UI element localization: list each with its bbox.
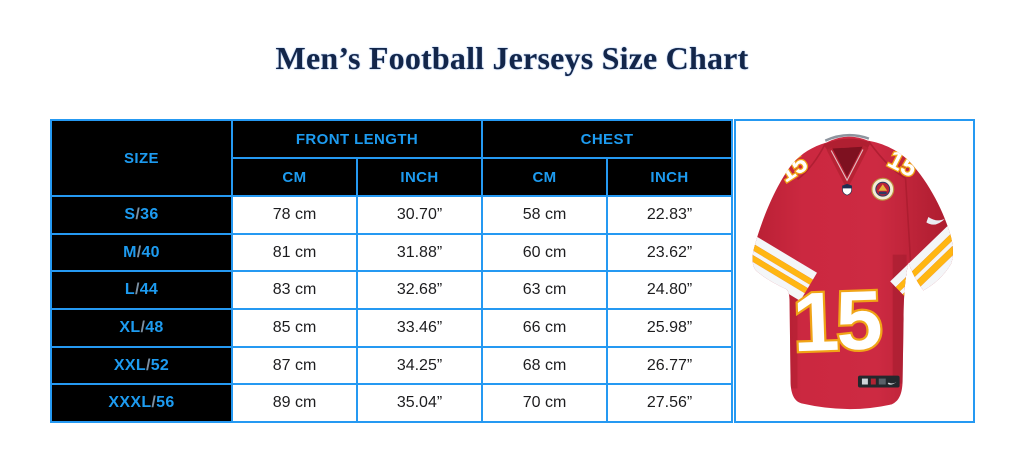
table-row: XXL/52 87 cm 34.25” 68 cm 26.77” (50, 345, 734, 386)
jersey-vneck-inner (829, 146, 865, 182)
chest-inch: 22.83” (606, 195, 734, 235)
table-row: XL/48 85 cm 33.46” 66 cm 25.98” (50, 308, 734, 348)
jersey-seam-right (867, 140, 911, 261)
size-label: XL/48 (50, 308, 233, 348)
col-header-size: SIZE (50, 119, 233, 197)
table-row: S/36 78 cm 30.70” 58 cm 22.83” (50, 195, 734, 235)
nike-swoosh-icon (925, 216, 945, 225)
table-row: L/44 83 cm 32.68” 63 cm 24.80” (50, 270, 734, 311)
table-row: M/40 81 cm 31.88” 60 cm 23.62” (50, 232, 734, 273)
content-row: SIZE FRONT LENGTH CHEST CM INCH CM INCH … (50, 119, 976, 424)
col-header-chest-cm: CM (481, 157, 609, 197)
jersey-vneck-piping (830, 148, 863, 182)
jersey-collar-back-line (824, 133, 869, 142)
size-label: M/40 (50, 232, 233, 273)
front-length-cm: 78 cm (231, 195, 358, 235)
jersey-cuff-stripes-left (752, 229, 817, 301)
col-header-front-length: FRONT LENGTH (230, 119, 484, 159)
chest-cm: 63 cm (481, 270, 609, 311)
front-length-cm: 85 cm (231, 308, 358, 348)
size-label: L/44 (50, 270, 233, 311)
chest-cm: 70 cm (481, 383, 609, 424)
chest-inch: 23.62” (606, 232, 734, 273)
chest-cm: 58 cm (481, 195, 609, 235)
jersey-side-shade-left (786, 259, 798, 389)
col-header-front-inch: INCH (355, 157, 484, 197)
front-length-cm: 83 cm (231, 270, 358, 311)
chest-cm: 68 cm (481, 345, 609, 386)
jersey-vneck-trim (826, 144, 869, 186)
jersey-seam-left (796, 142, 826, 180)
page-title: Men’s Football Jerseys Size Chart (275, 40, 749, 76)
chest-inch: 26.77” (606, 345, 734, 386)
col-header-front-cm: CM (231, 157, 358, 197)
chest-cm: 66 cm (481, 308, 609, 348)
size-label: S/36 (50, 195, 233, 235)
front-length-inch: 34.25” (355, 345, 484, 386)
jersey-image-panel: 15 15 (734, 119, 976, 424)
front-length-cm: 89 cm (231, 383, 358, 424)
jersey-number: 15 (791, 273, 882, 369)
chest-inch: 24.80” (606, 270, 734, 311)
front-length-inch: 33.46” (355, 308, 484, 348)
col-header-chest: CHEST (481, 119, 734, 159)
col-header-chest-inch: INCH (606, 157, 734, 197)
size-label: XXXL/56 (50, 383, 233, 424)
size-label: XXL/52 (50, 345, 233, 386)
header-row-units: CM INCH CM INCH (51, 157, 734, 197)
front-length-cm: 81 cm (231, 232, 358, 273)
front-length-inch: 31.88” (355, 232, 484, 273)
chest-cm: 60 cm (481, 232, 609, 273)
jersey-image: 15 15 (752, 133, 953, 409)
chest-inch: 27.56” (606, 383, 734, 424)
chiefs-patch (870, 177, 894, 201)
chest-inch: 25.98” (606, 308, 734, 348)
nfl-shield-icon (841, 183, 852, 196)
front-length-inch: 35.04” (355, 383, 484, 424)
jersey-jock-tag (857, 375, 900, 388)
front-length-cm: 87 cm (231, 345, 358, 386)
front-length-inch: 32.68” (355, 270, 484, 311)
table-row: XXXL/56 89 cm 35.04” 70 cm 27.56” (50, 383, 734, 424)
header-row-groups: SIZE FRONT LENGTH CHEST (50, 119, 734, 197)
front-length-inch: 30.70” (355, 195, 484, 235)
size-chart-table: SIZE FRONT LENGTH CHEST CM INCH CM INCH … (50, 119, 734, 424)
